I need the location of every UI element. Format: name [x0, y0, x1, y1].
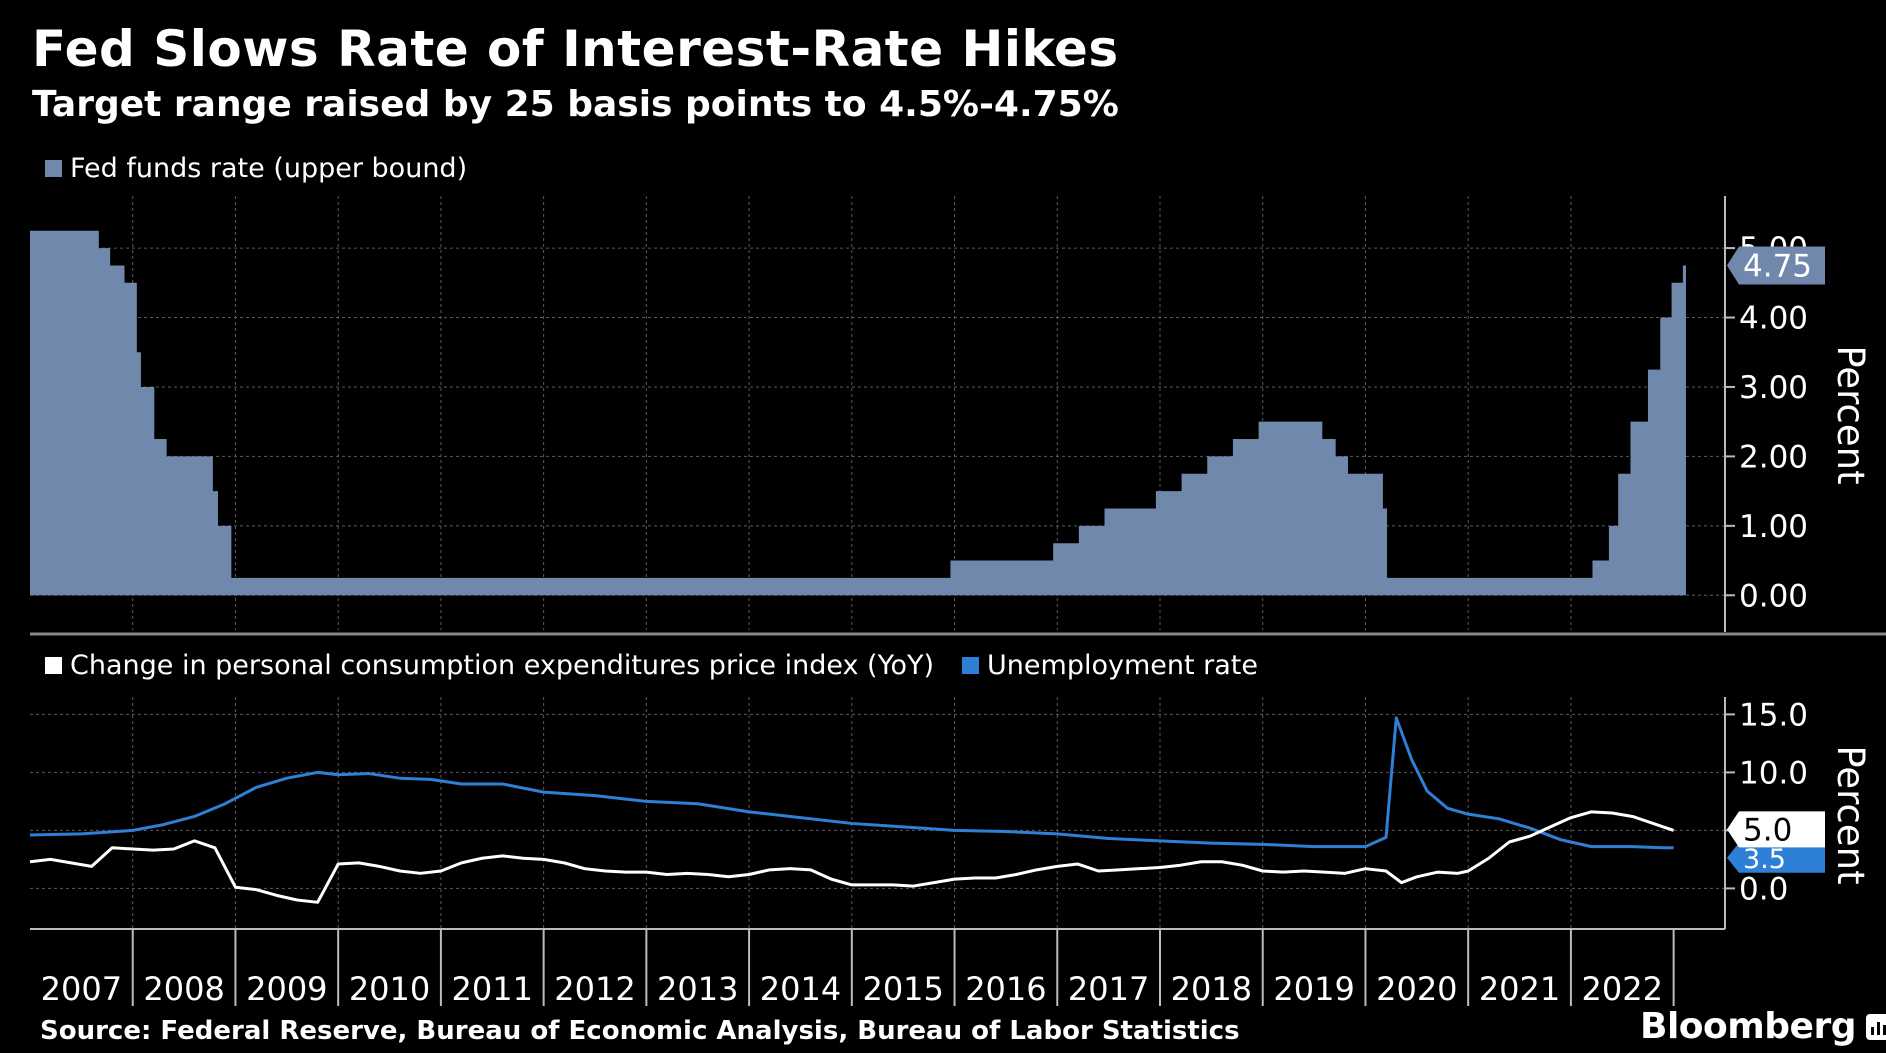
x-tick-label: 2017: [1068, 970, 1149, 1008]
x-tick-label: 2008: [143, 970, 224, 1008]
y-tick-label-top: 4.00: [1739, 301, 1808, 337]
x-tick-label: 2021: [1479, 970, 1560, 1008]
y-tick-label-top: 0.00: [1739, 578, 1808, 614]
legend-label-pce: Change in personal consumption expenditu…: [70, 650, 935, 681]
x-tick-label: 2014: [760, 970, 841, 1008]
series-line-pce: [29, 810, 1675, 904]
x-tick-label: 2016: [965, 970, 1046, 1008]
chart-subtitle: Target range raised by 25 basis points t…: [32, 84, 1119, 125]
y-tick-label-top: 2.00: [1739, 439, 1808, 475]
series-area-fed-funds: [30, 230, 1686, 596]
last-value-tag-pce: [1727, 811, 1825, 848]
y-tick-label-top: 1.00: [1739, 509, 1808, 545]
x-tick-label: 2015: [862, 970, 943, 1008]
legend-top: Fed funds rate (upper bound): [45, 153, 495, 184]
bloomberg-logo: Bloomberg: [1640, 1006, 1886, 1047]
x-tick-label: 2020: [1376, 970, 1457, 1008]
source-note: Source: Federal Reserve, Bureau of Econo…: [40, 1016, 1240, 1046]
legend-swatch-fed-funds: [45, 160, 62, 177]
y-tick-label-bottom: 15.0: [1739, 697, 1808, 733]
x-tick-label: 2019: [1273, 970, 1354, 1008]
legend-swatch-unemployment: [962, 657, 980, 674]
legend-item-unemployment: Unemployment rate: [962, 650, 1258, 681]
legend-label-fed-funds: Fed funds rate (upper bound): [70, 153, 468, 184]
legend-label-unemployment: Unemployment rate: [987, 650, 1258, 681]
legend-item-fed-funds: Fed funds rate (upper bound): [45, 153, 467, 184]
legend-item-pce: Change in personal consumption expenditu…: [45, 650, 934, 681]
x-tick-label: 2007: [41, 970, 122, 1008]
y-axis-title-top: Percent: [1829, 345, 1872, 484]
last-value-label-pce: 5.0: [1743, 812, 1792, 848]
x-tick-label: 2018: [1171, 970, 1252, 1008]
x-tick-label: 2022: [1582, 970, 1663, 1008]
y-tick-label-bottom: 0.0: [1739, 871, 1788, 907]
x-tick-label: 2011: [452, 970, 533, 1008]
x-tick-label: 2010: [349, 970, 430, 1008]
last-value-label-unemployment: 3.5: [1743, 844, 1786, 875]
y-tick-label-top: 3.00: [1739, 370, 1808, 406]
bloomberg-terminal-icon: [1865, 1013, 1886, 1040]
y-axis-title-bottom: Percent: [1829, 745, 1872, 884]
brand-text: Bloomberg: [1640, 1006, 1856, 1047]
last-value-label-fed-funds: 4.75: [1743, 248, 1812, 284]
last-value-tag-fed-funds: [1727, 246, 1825, 285]
series-line-unemployment: [29, 716, 1674, 850]
chart-title: Fed Slows Rate of Interest-Rate Hikes: [32, 20, 1119, 78]
last-value-tag-unemployment: [1727, 842, 1825, 873]
x-tick-label: 2009: [246, 970, 327, 1008]
x-tick-label: 2012: [554, 970, 635, 1008]
x-tick-label: 2013: [657, 970, 738, 1008]
legend-bottom: Change in personal consumption expenditu…: [45, 650, 1286, 681]
y-tick-label-bottom: 10.0: [1739, 755, 1808, 791]
legend-swatch-pce: [45, 657, 62, 674]
